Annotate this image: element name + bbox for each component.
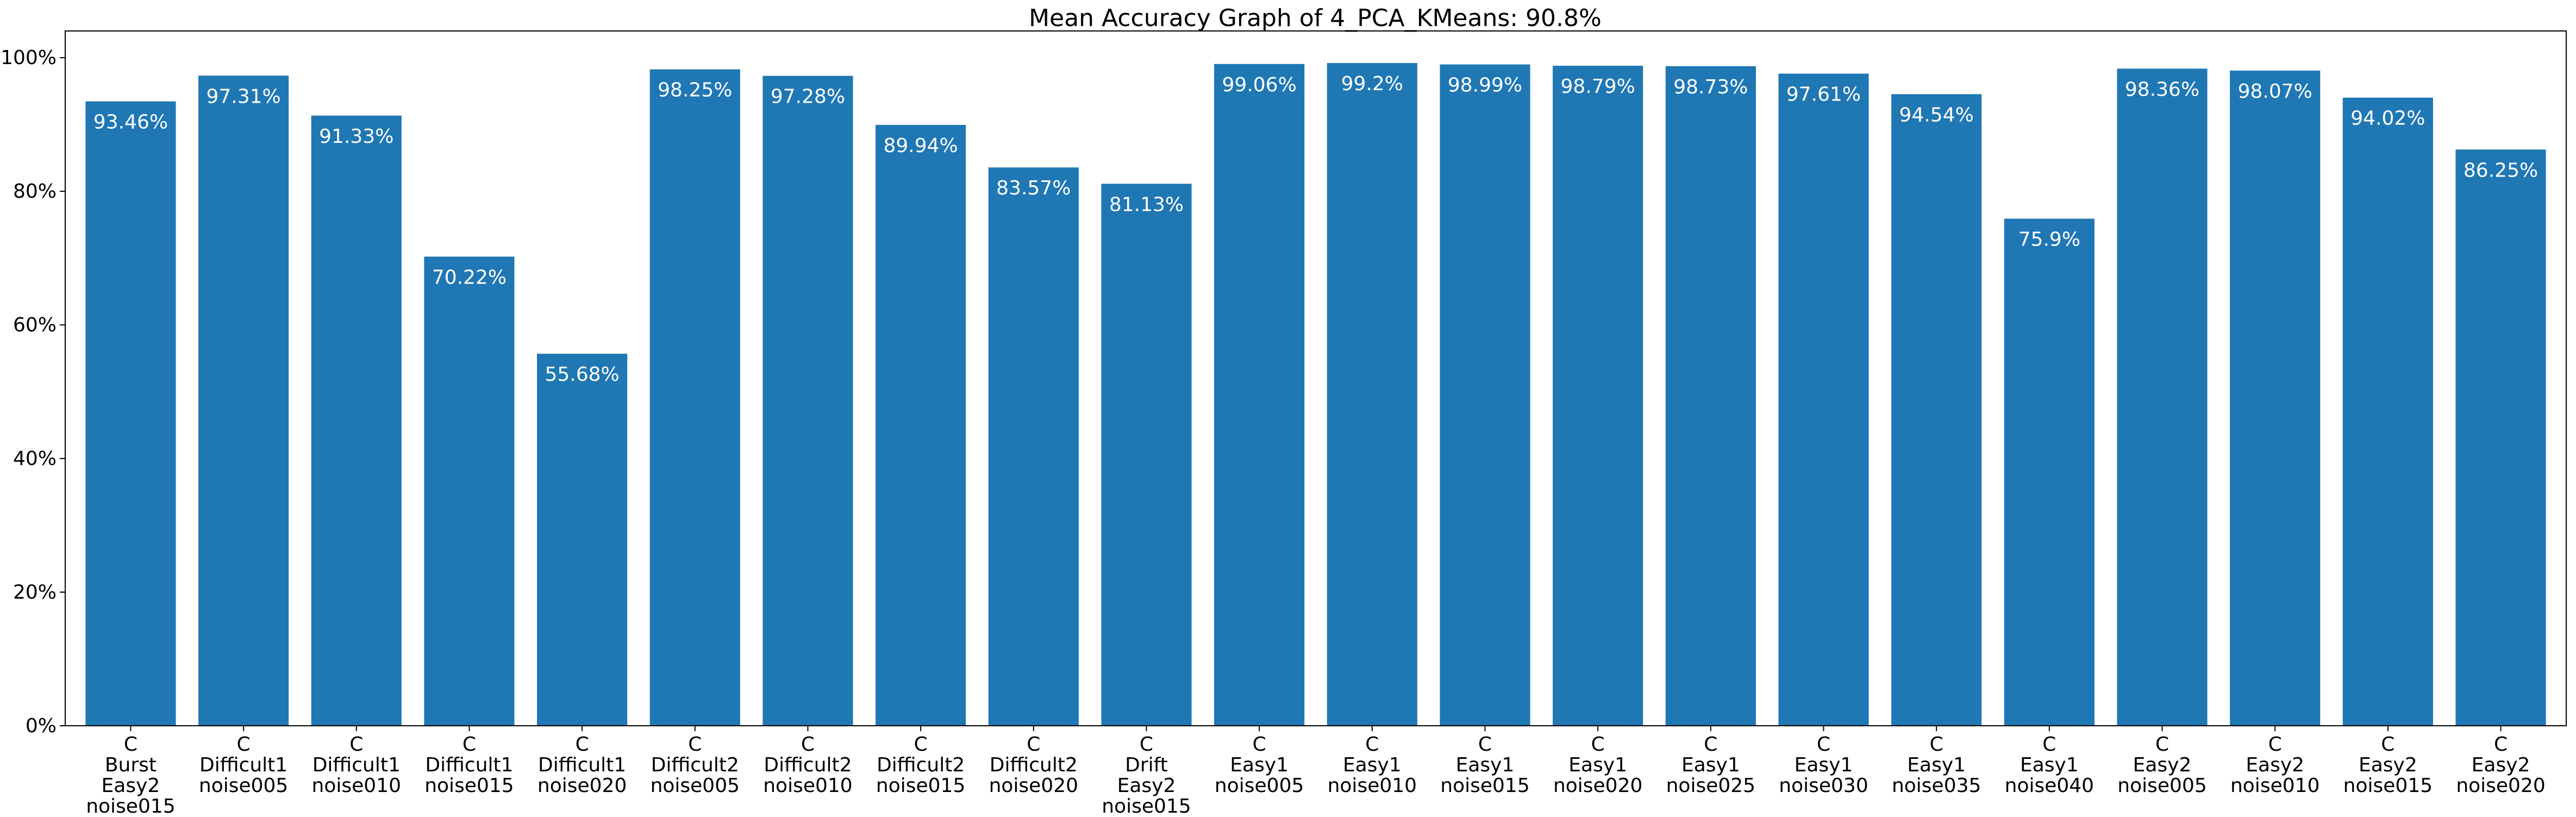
- y-axis: 0% 20% 40% 60% 80% 100%: [1, 47, 65, 737]
- bar-value-label: 89.94%: [884, 135, 958, 157]
- x-tick-label: C Difficult1 noise010: [312, 733, 401, 797]
- chart-title: Mean Accuracy Graph of 4_PCA_KMeans: 90.…: [1029, 4, 1602, 32]
- x-tick-label: C Difficult2 noise015: [876, 733, 965, 797]
- x-tick-label: C Difficult2 noise020: [989, 733, 1078, 797]
- bar-value-label: 55.68%: [545, 363, 619, 386]
- x-tick-label: C Easy1 noise015: [1440, 733, 1529, 797]
- x-tick-label: C Burst Easy2 noise015: [86, 733, 175, 815]
- x-tick-label: C Easy1 noise030: [1779, 733, 1868, 797]
- bar: [1665, 66, 1756, 726]
- bar-value-label: 98.99%: [1448, 74, 1522, 97]
- bar-value-label: 97.31%: [206, 85, 280, 108]
- bar-value-label: 98.25%: [658, 79, 732, 102]
- x-tick-label: C Difficult1 noise020: [537, 733, 627, 797]
- bar: [537, 354, 628, 726]
- bar: [1553, 66, 1643, 726]
- x-tick-label: C Easy1 noise005: [1215, 733, 1304, 797]
- bar: [1327, 63, 1417, 726]
- bar-value-label: 97.28%: [771, 86, 845, 108]
- x-tick-label: C Easy2 noise015: [2343, 733, 2433, 797]
- x-tick-label: C Easy1 noise010: [1328, 733, 1417, 797]
- bar-value-label: 98.36%: [2125, 78, 2199, 100]
- y-tick-label: 60%: [13, 314, 57, 336]
- bar-value-label: 98.73%: [1673, 76, 1748, 98]
- bar: [1101, 184, 1192, 726]
- bar: [311, 115, 402, 726]
- bar-value-label: 94.02%: [2350, 108, 2425, 130]
- bar: [1214, 64, 1305, 726]
- x-tick-label: C Easy2 noise005: [2117, 733, 2206, 797]
- y-tick-label: 80%: [13, 180, 57, 203]
- bar-value-label: 99.06%: [1222, 74, 1297, 96]
- x-tick-label: C Difficult1 noise005: [199, 733, 288, 797]
- x-tick-label: C Easy1 noise020: [1553, 733, 1642, 797]
- x-tick-label: C Easy1 noise035: [1892, 733, 1981, 797]
- bar: [649, 69, 740, 726]
- x-tick-label: C Easy2 noise010: [2230, 733, 2319, 797]
- x-tick-label: C Difficult1 noise015: [424, 733, 514, 797]
- bar-value-label: 81.13%: [1109, 193, 1184, 216]
- bar-value-labels: 93.46% 97.31% 91.33% 70.22% 55.68% 98.25% 97.2…: [93, 73, 2538, 386]
- bar: [2117, 68, 2208, 726]
- bar: [1440, 64, 1530, 726]
- bar: [198, 76, 289, 726]
- bar: [988, 167, 1079, 726]
- bar: [1891, 94, 1982, 726]
- y-tick-label: 40%: [13, 448, 57, 470]
- bar: [876, 124, 966, 726]
- bar-value-label: 93.46%: [93, 111, 168, 134]
- x-tick-label: C Difficult2 noise010: [763, 733, 852, 797]
- y-tick-label: 100%: [1, 47, 57, 69]
- bar: [1778, 73, 1869, 726]
- x-tick-label: C Difficult2 noise005: [651, 733, 740, 797]
- x-tick-label: C Easy2 noise020: [2456, 733, 2545, 797]
- bar-value-label: 98.79%: [1561, 76, 1635, 98]
- bar: [2004, 218, 2094, 726]
- bar-value-label: 70.22%: [432, 266, 507, 288]
- bar: [424, 256, 515, 726]
- bar: [85, 101, 176, 726]
- plot-frame: [65, 30, 2567, 726]
- bar-value-label: 97.61%: [1786, 84, 1861, 106]
- bar-value-label: 75.9%: [2018, 229, 2080, 251]
- x-axis: C Burst Easy2 noise015 C Difficult1 noise005 C D…: [86, 726, 2546, 817]
- bar-value-label: 91.33%: [319, 125, 393, 148]
- bar: [762, 76, 853, 726]
- x-tick-label: C Easy1 noise040: [2005, 733, 2094, 797]
- bar-value-label: 94.54%: [1899, 104, 1974, 126]
- bar-value-label: 86.25%: [2464, 159, 2538, 181]
- bar-value-label: 83.57%: [996, 177, 1071, 199]
- bar: [2342, 97, 2433, 726]
- x-tick-label: C Easy1 noise025: [1666, 733, 1755, 797]
- y-tick-label: 0%: [26, 715, 57, 737]
- bar: [2455, 149, 2546, 726]
- bar-value-label: 98.07%: [2238, 80, 2312, 103]
- bars-layer: [85, 63, 2546, 726]
- bar-value-label: 99.2%: [1341, 73, 1403, 95]
- x-tick-label: C Drift Easy2 noise015: [1102, 733, 1191, 815]
- bar: [2230, 70, 2321, 726]
- y-tick-label: 20%: [13, 581, 57, 604]
